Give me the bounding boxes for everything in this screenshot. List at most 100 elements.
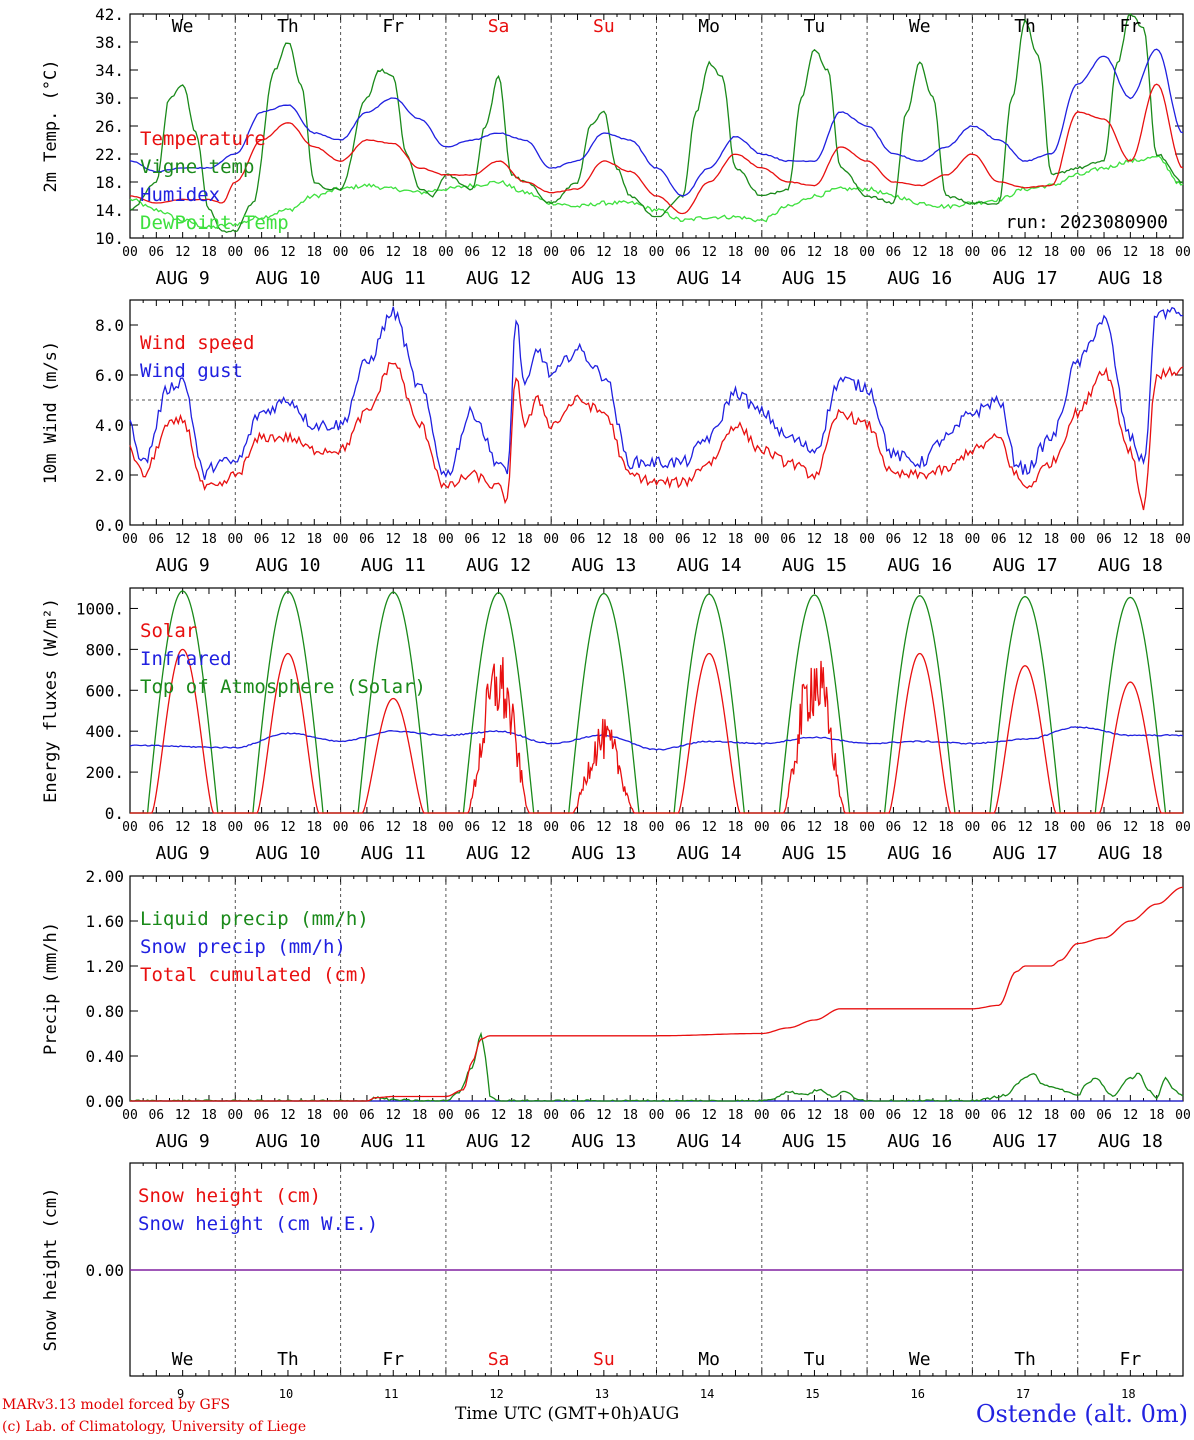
day-number-label: 13 [595,1387,609,1401]
x-hour-label: 12 [701,820,717,835]
series-cumulated-precip-line [130,886,1184,1102]
x-hour-label: 00 [754,820,770,835]
y-tick-label: 0.0 [95,516,124,535]
y-tick-label: 34. [95,61,124,80]
x-date-label: AUG 11 [361,843,426,864]
legend-entry: Liquid precip (mm/h) [140,908,369,930]
y-tick-label: 0.80 [85,1002,124,1021]
x-hour-label: 00 [859,532,875,547]
x-hour-label: 00 [333,1108,349,1123]
legend-entry: Vigne temp [140,156,254,178]
x-hour-label: 18 [306,532,322,547]
weekday-label-bottom: Tu [804,1349,826,1370]
x-date-label: AUG 14 [677,1131,742,1152]
x-hour-label: 06 [359,532,375,547]
x-hour-label: 00 [754,245,770,260]
x-hour-label: 06 [570,245,586,260]
x-hour-label: 06 [254,532,270,547]
y-tick-label: 0.00 [85,1092,124,1111]
x-date-label: AUG 13 [571,1131,636,1152]
x-date-label: AUG 9 [156,1131,210,1152]
x-hour-label: 12 [701,245,717,260]
weekday-label-bottom: We [172,1349,194,1370]
y-tick-label: 1.60 [85,912,124,931]
x-date-label: AUG 15 [782,555,847,576]
x-hour-label: 12 [596,820,612,835]
x-hour-label: 12 [1017,1108,1033,1123]
weekday-label-top: Th [1014,16,1036,37]
time-axis-title: Time UTC (GMT+0h)AUG [455,1404,680,1424]
x-hour-label: 18 [1044,1108,1060,1123]
x-hour-label: 18 [622,820,638,835]
y-tick-label: 26. [95,117,124,136]
weekday-label-top: Th [277,16,299,37]
weekday-label-top: We [172,16,194,37]
x-hour-label: 18 [517,245,533,260]
x-hour-label: 18 [1149,1108,1165,1123]
series-humidex-line [129,48,1184,197]
legend-entry: Infrared [140,648,232,670]
y-tick-label: 42. [95,5,124,24]
series-dewpoint-line [129,155,1184,229]
x-hour-label: 06 [570,820,586,835]
day-number-label: 10 [279,1387,293,1401]
x-hour-label: 12 [385,820,401,835]
x-hour-label: 06 [780,820,796,835]
x-hour-label: 06 [780,245,796,260]
x-date-label: AUG 18 [1098,268,1163,289]
x-hour-label: 18 [833,820,849,835]
series-solar-line [130,648,1183,814]
legend-entry: Snow height (cm W.E.) [138,1213,378,1235]
x-hour-label: 06 [675,820,691,835]
x-hour-label: 06 [359,1108,375,1123]
x-hour-label: 18 [622,245,638,260]
x-hour-label: 18 [201,820,217,835]
x-hour-label: 12 [385,245,401,260]
x-hour-label: 00 [438,1108,454,1123]
x-hour-label: 18 [306,820,322,835]
day-number-label: 18 [1121,1387,1135,1401]
x-hour-label: 00 [859,820,875,835]
x-hour-label: 12 [596,1108,612,1123]
weekday-label-bottom: Fr [1120,1349,1142,1370]
x-date-label: AUG 18 [1098,843,1163,864]
series-vigne-temp-line [129,13,1184,234]
x-hour-label: 18 [517,820,533,835]
x-hour-label: 12 [701,532,717,547]
x-hour-label: 06 [464,1108,480,1123]
x-hour-label: 06 [675,1108,691,1123]
x-hour-label: 00 [859,245,875,260]
x-hour-label: 18 [1044,532,1060,547]
legend-entry: Wind speed [140,332,254,354]
x-hour-label: 18 [938,532,954,547]
x-hour-label: 00 [1070,532,1086,547]
x-hour-label: 18 [938,1108,954,1123]
x-hour-label: 06 [148,1108,164,1123]
x-hour-label: 00 [227,1108,243,1123]
x-date-label: AUG 14 [677,268,742,289]
y-axis-label: 2m Temp. (°C) [41,59,61,192]
x-hour-label: 12 [175,245,191,260]
x-hour-label: 00 [1175,245,1191,260]
legend-entry: Snow height (cm) [138,1185,321,1207]
x-hour-label: 12 [596,245,612,260]
day-number-label: 11 [384,1387,398,1401]
x-date-label: AUG 9 [156,268,210,289]
y-axis-label: Energy fluxes (W/m²) [41,598,61,803]
weekday-label-top: Tu [804,16,826,37]
weekday-label-top: Su [593,16,615,37]
y-tick-label: 1.20 [85,957,124,976]
x-hour-label: 06 [570,1108,586,1123]
x-hour-label: 12 [280,245,296,260]
series-wind-gust-line [129,306,1184,480]
x-date-label: AUG 11 [361,1131,426,1152]
x-hour-label: 18 [938,820,954,835]
x-hour-label: 06 [886,820,902,835]
x-date-label: AUG 9 [156,843,210,864]
y-tick-label: 4.0 [95,416,124,435]
x-hour-label: 12 [175,820,191,835]
x-hour-label: 06 [991,532,1007,547]
y-axis-label: 10m Wind (m/s) [41,341,61,484]
y-tick-label: 0. [105,804,124,823]
x-hour-label: 12 [491,245,507,260]
